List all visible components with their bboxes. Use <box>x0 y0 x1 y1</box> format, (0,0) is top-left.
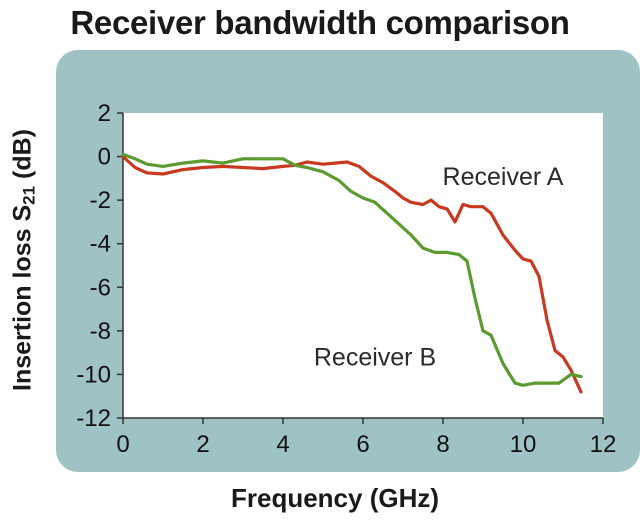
x-tick-label: 8 <box>436 431 449 458</box>
x-tick-label: 0 <box>116 431 129 458</box>
plot-area <box>123 113 603 418</box>
x-axis-label: Frequency (GHz) <box>230 483 440 513</box>
series-annotation-receiver-b: Receiver B <box>314 344 436 372</box>
series-annotation-receiver-a: Receiver A <box>443 163 564 191</box>
y-tick-label: -4 <box>90 231 111 258</box>
y-tick-label: 2 <box>98 100 111 127</box>
x-tick-label: 2 <box>196 431 209 458</box>
chart-title: Receiver bandwidth comparison <box>70 4 570 41</box>
y-tick-label: -8 <box>90 318 111 345</box>
y-tick-label: -6 <box>90 274 111 301</box>
y-tick-label: -2 <box>90 187 111 214</box>
y-tick-label: -10 <box>76 361 111 388</box>
series-line-receiver-a <box>121 155 583 394</box>
x-tick-label: 4 <box>276 431 289 458</box>
x-tick-label: 6 <box>356 431 369 458</box>
y-tick-label: -12 <box>76 405 111 432</box>
x-tick-label: 10 <box>510 431 537 458</box>
y-tick-label: 0 <box>98 144 111 171</box>
x-tick-label: 12 <box>590 431 617 458</box>
series-line-receiver-b <box>121 152 583 387</box>
